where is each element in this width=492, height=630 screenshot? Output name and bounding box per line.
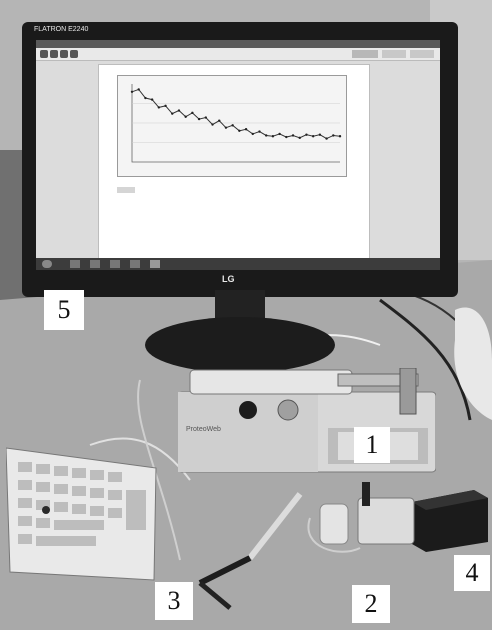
chart-point — [164, 104, 167, 108]
label-computer-monitor: 5 — [44, 290, 84, 330]
pump-brand: ProteoWeb — [186, 426, 221, 433]
detector-box — [412, 490, 488, 552]
chart-point — [150, 98, 154, 101]
taskbar-app-icon[interactable] — [150, 260, 160, 268]
chart-point — [184, 115, 187, 118]
chart-point — [191, 111, 194, 115]
chart-point — [177, 109, 181, 112]
document-page — [98, 64, 370, 266]
taskbar-app-icon[interactable] — [90, 260, 100, 268]
app-toolbar — [36, 48, 440, 61]
taskbar-app-icon[interactable] — [110, 260, 120, 268]
monitor: FLATRON E2240 — [22, 22, 458, 297]
chart-point — [285, 135, 288, 139]
chart-point — [291, 134, 295, 137]
toolbar-button[interactable] — [410, 50, 434, 58]
chart-point — [311, 135, 315, 138]
small-widget — [117, 187, 135, 193]
chart-point — [130, 90, 134, 93]
screen — [36, 40, 440, 270]
label-detector-box: 4 — [454, 555, 490, 591]
chart-point — [251, 132, 254, 136]
chart-point — [271, 135, 275, 138]
chart-point — [325, 137, 328, 140]
chart-panel — [117, 75, 347, 177]
sample-cell — [307, 482, 415, 553]
chart-point — [258, 130, 261, 133]
toolbar-button[interactable] — [382, 50, 406, 58]
tool-icon[interactable] — [70, 50, 78, 58]
chart-point — [244, 128, 248, 131]
chart-point — [211, 123, 214, 126]
start-icon[interactable] — [42, 260, 52, 268]
taskbar — [36, 258, 440, 270]
chart-point — [338, 135, 342, 138]
chart-point — [157, 106, 161, 109]
chart-point — [298, 136, 301, 140]
syringe-pump: ProteoWeb — [178, 368, 436, 478]
monitor-brand: FLATRON E2240 — [34, 26, 89, 33]
chart-point — [264, 134, 268, 137]
chart-point — [332, 134, 335, 137]
needle-probe — [198, 492, 303, 610]
chart-series-line — [131, 88, 341, 140]
chart-point — [318, 133, 322, 136]
tool-icon[interactable] — [60, 50, 68, 58]
chart-point — [197, 117, 201, 121]
chart-point — [305, 133, 308, 136]
chart-point — [137, 88, 140, 91]
chart-point — [171, 112, 174, 115]
chart-point — [144, 96, 147, 100]
chart-point — [224, 126, 228, 129]
line-chart — [130, 84, 342, 163]
chart-point — [218, 119, 221, 122]
chart-point — [238, 129, 241, 132]
tool-icon[interactable] — [50, 50, 58, 58]
taskbar-app-icon[interactable] — [130, 260, 140, 268]
taskbar-app-icon[interactable] — [70, 260, 80, 268]
keyboard-icon — [6, 447, 157, 581]
toolbar-button[interactable] — [352, 50, 378, 58]
chart-point — [231, 124, 234, 127]
chart-point — [278, 132, 281, 136]
label-syringe-pump: 1 — [354, 427, 390, 463]
label-needle-probe: 3 — [155, 582, 193, 620]
monitor-logo: LG — [222, 274, 235, 284]
chart-point — [204, 116, 208, 119]
label-sample-cell: 2 — [352, 585, 390, 623]
chart-axes — [131, 84, 340, 163]
monitor-stand — [145, 290, 335, 373]
tool-icon[interactable] — [40, 50, 48, 58]
app-title-bar — [36, 40, 440, 48]
